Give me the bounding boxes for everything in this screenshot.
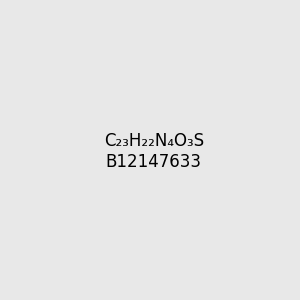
Text: C₂₃H₂₂N₄O₃S
B12147633: C₂₃H₂₂N₄O₃S B12147633 bbox=[104, 132, 204, 171]
